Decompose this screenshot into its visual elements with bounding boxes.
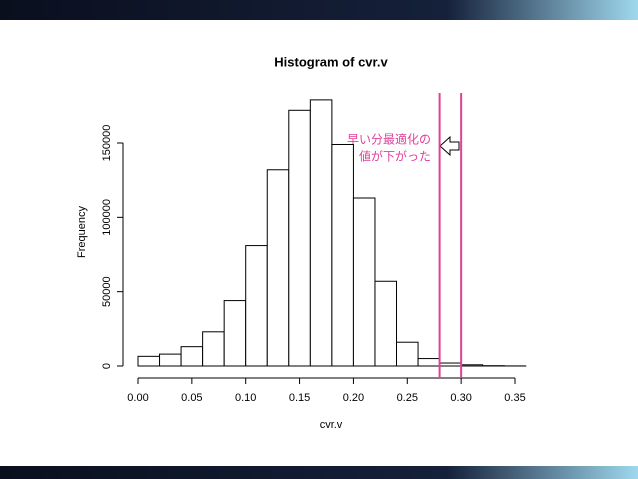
y-tick-label: 150000	[101, 125, 113, 162]
bar	[417, 358, 441, 367]
bar	[137, 355, 161, 367]
x-tick-label: 0.20	[343, 392, 364, 404]
bar	[439, 362, 462, 367]
arrow-icon	[439, 135, 460, 157]
annotation: 値が下がった	[359, 149, 431, 164]
bar	[159, 353, 182, 367]
y-tick-label: 50000	[101, 276, 113, 307]
bar	[202, 331, 225, 367]
bar	[223, 300, 247, 367]
x-tick-label: 0.35	[504, 392, 525, 404]
top-band	[0, 0, 638, 20]
y-tick-label: 100000	[101, 199, 113, 236]
bar	[460, 364, 484, 367]
bar	[180, 346, 204, 367]
bottom-band	[0, 466, 638, 479]
bar	[396, 341, 419, 367]
bar	[288, 109, 311, 367]
chart-title: Histogram of cvr.v	[274, 54, 388, 69]
annotation: 早い分最適化の	[347, 132, 431, 147]
x-tick-label: 0.25	[397, 392, 418, 404]
x-tick-label: 0.30	[450, 392, 471, 404]
x-tick-label: 0.05	[181, 392, 202, 404]
bar	[309, 99, 333, 367]
bar	[245, 245, 268, 367]
bar	[266, 169, 290, 367]
x-axis-label: cvr.v	[320, 419, 343, 431]
bar	[331, 143, 354, 367]
x-tick-label: 0.15	[289, 392, 310, 404]
y-axis-label: Frequency	[76, 206, 88, 258]
x-tick-label: 0.10	[235, 392, 256, 404]
x-tick-label: 0.00	[127, 392, 148, 404]
bar	[352, 197, 376, 367]
bar	[374, 280, 398, 367]
y-tick-label: 0	[101, 363, 113, 369]
